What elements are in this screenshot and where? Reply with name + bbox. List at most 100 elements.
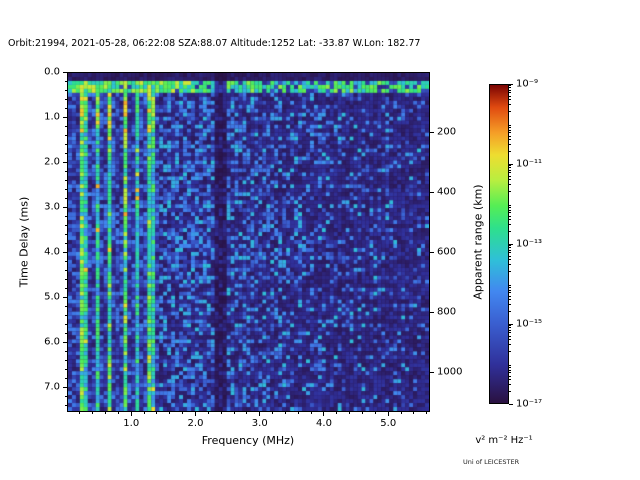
y-tick-label-left: 1.0: [44, 111, 60, 123]
y-tick-label-left: 5.0: [44, 291, 60, 303]
y-tick-label-right: 400: [437, 186, 457, 198]
x-tick-mark: [194, 412, 196, 416]
x-minor-tick-mark: [246, 412, 248, 414]
y-minor-tick-mark-left: [65, 278, 67, 280]
colorbar-minor-tick-mark: [509, 292, 511, 294]
y-tick-mark-left: [63, 341, 67, 343]
y-tick-mark-left: [63, 386, 67, 388]
y-minor-tick-mark-left: [65, 80, 67, 82]
x-minor-tick-mark: [374, 412, 376, 414]
colorbar-minor-tick-mark: [509, 271, 511, 273]
y-tick-label-left: 0.0: [44, 66, 60, 78]
x-minor-tick-mark: [105, 412, 107, 414]
colorbar-minor-tick-mark: [509, 95, 511, 97]
colorbar-minor-tick-mark: [509, 179, 511, 181]
x-minor-tick-mark: [117, 412, 119, 414]
y-tick-label-left: 4.0: [44, 246, 60, 258]
y-minor-tick-mark-left: [65, 107, 67, 109]
y-tick-mark-left: [63, 251, 67, 253]
y-minor-tick-mark-left: [65, 197, 67, 199]
colorbar-minor-tick-mark: [509, 311, 511, 313]
y-tick-mark-right: [430, 371, 434, 373]
x-tick-mark: [130, 412, 132, 416]
colorbar-minor-tick-mark: [509, 144, 511, 146]
colorbar-minor-tick-mark: [509, 191, 511, 193]
colorbar-minor-tick-mark: [509, 245, 511, 247]
colorbar-minor-tick-mark: [509, 259, 511, 261]
colorbar-minor-tick-mark: [509, 391, 511, 393]
colorbar-minor-tick-mark: [509, 252, 511, 254]
colorbar-minor-tick-mark: [509, 255, 511, 257]
y-tick-mark-left: [63, 296, 67, 298]
colorbar-minor-tick-mark: [509, 372, 511, 374]
colorbar-minor-tick-mark: [509, 165, 511, 167]
y-minor-tick-mark-left: [65, 269, 67, 271]
colorbar-minor-tick-mark: [509, 325, 511, 327]
x-minor-tick-mark: [413, 412, 415, 414]
y-minor-tick-mark-left: [65, 350, 67, 352]
x-minor-tick-mark: [207, 412, 209, 414]
y-minor-tick-mark-left: [65, 242, 67, 244]
colorbar-minor-tick-mark: [509, 139, 511, 141]
y-minor-tick-mark-left: [65, 89, 67, 91]
x-tick-mark: [259, 412, 261, 416]
x-minor-tick-mark: [79, 412, 81, 414]
colorbar-minor-tick-mark: [509, 344, 511, 346]
y-minor-tick-mark-left: [65, 404, 67, 406]
y-minor-tick-mark-left: [65, 359, 67, 361]
colorbar-units-label: v² m⁻² Hz⁻¹: [475, 435, 533, 446]
colorbar-minor-tick-mark: [509, 151, 511, 153]
x-minor-tick-mark: [233, 412, 235, 414]
x-minor-tick-mark: [297, 412, 299, 414]
colorbar-minor-tick-mark: [509, 289, 511, 291]
x-tick-label: 2.0: [187, 418, 204, 429]
x-minor-tick-mark: [182, 412, 184, 414]
colorbar-minor-tick-mark: [509, 92, 511, 94]
colorbar-tick-label: 10⁻¹⁷: [516, 398, 543, 410]
colorbar-tick-mark: [509, 243, 513, 245]
x-minor-tick-mark: [169, 412, 171, 414]
x-minor-tick-mark: [336, 412, 338, 414]
y-tick-mark-right: [430, 311, 434, 313]
y-minor-tick-mark-left: [65, 179, 67, 181]
colorbar-minor-tick-mark: [509, 384, 511, 386]
colorbar-minor-tick-mark: [509, 89, 511, 91]
colorbar-minor-tick-mark: [509, 327, 511, 329]
colorbar-minor-tick-mark: [509, 332, 511, 334]
x-tick-mark: [387, 412, 389, 416]
colorbar-minor-tick-mark: [509, 339, 511, 341]
y-tick-label-left: 2.0: [44, 156, 60, 168]
colorbar-tick-label: 10⁻⁹: [516, 78, 539, 90]
y-minor-tick-mark-left: [65, 395, 67, 397]
colorbar-minor-tick-mark: [509, 129, 511, 131]
y-axis-label-left: Time Delay (ms): [17, 196, 31, 288]
y-minor-tick-mark-left: [65, 152, 67, 154]
x-minor-tick-mark: [92, 412, 94, 414]
y-minor-tick-mark-left: [65, 233, 67, 235]
y-minor-tick-mark-left: [65, 125, 67, 127]
x-axis-label: Frequency (MHz): [201, 434, 295, 447]
x-tick-label: 3.0: [251, 418, 268, 429]
colorbar-minor-tick-mark: [509, 231, 511, 233]
colorbar-tick-label: 10⁻¹⁵: [516, 318, 543, 330]
y-tick-mark-right: [430, 251, 434, 253]
x-tick-label: 4.0: [316, 418, 332, 429]
x-minor-tick-mark: [220, 412, 222, 414]
colorbar-minor-tick-mark: [509, 219, 511, 221]
colorbar-minor-tick-mark: [509, 287, 511, 289]
y-tick-mark-left: [63, 71, 67, 73]
colorbar-minor-tick-mark: [509, 135, 511, 137]
x-tick-mark: [323, 412, 325, 416]
x-minor-tick-mark: [362, 412, 364, 414]
y-tick-mark-left: [63, 206, 67, 208]
y-tick-label-right: 200: [437, 126, 457, 138]
x-tick-label: 5.0: [380, 418, 397, 429]
y-tick-label-left: 6.0: [44, 336, 60, 348]
y-tick-mark-left: [63, 116, 67, 118]
colorbar-minor-tick-mark: [509, 264, 511, 266]
x-minor-tick-mark: [143, 412, 145, 414]
colorbar-tick-mark: [509, 323, 513, 325]
y-tick-label-left: 7.0: [44, 381, 60, 393]
colorbar-tick-mark: [509, 83, 513, 85]
y-tick-label-right: 1000: [437, 366, 463, 378]
